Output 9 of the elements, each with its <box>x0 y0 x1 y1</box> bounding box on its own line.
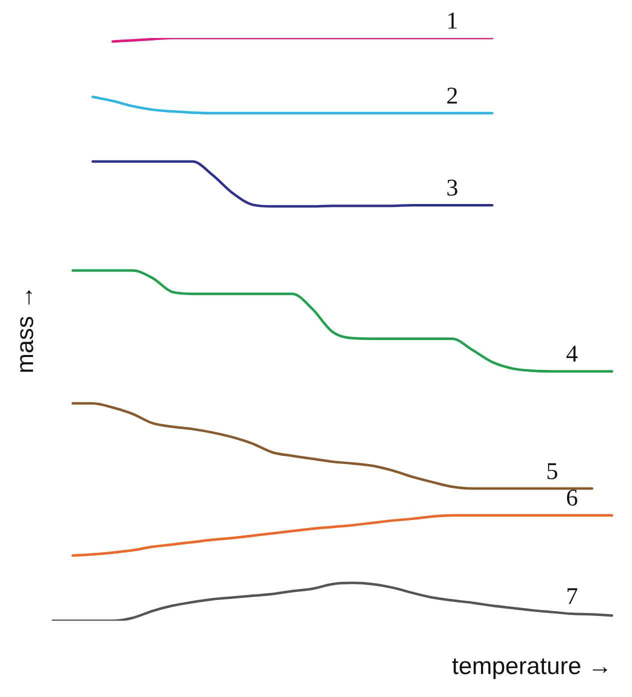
series-label: 4 <box>566 342 578 368</box>
series-label: 2 <box>446 83 458 110</box>
series-label: 6 <box>566 486 578 512</box>
series-label: 3 <box>446 176 458 202</box>
series-label: 7 <box>566 584 578 610</box>
series-label: 1 <box>446 8 458 34</box>
series-label: 5 <box>546 458 558 485</box>
y-axis-title: mass → <box>12 285 40 374</box>
x-axis-title: temperature → <box>452 653 612 680</box>
